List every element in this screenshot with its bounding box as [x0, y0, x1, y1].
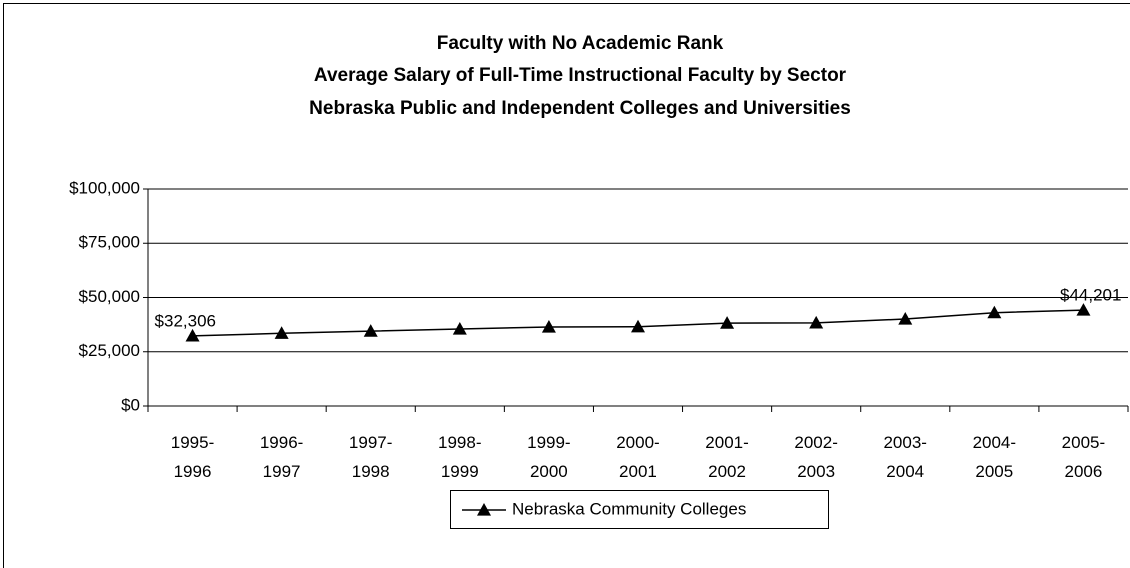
marker [185, 328, 200, 342]
frame [3, 3, 1130, 568]
data-label: $44,201 [1060, 286, 1121, 305]
x-tick-label: 2003- 2004 [883, 433, 927, 481]
chart-subtitle: Average Salary of Full-Time Instructiona… [314, 65, 847, 86]
legend-label: Nebraska Community Colleges [512, 499, 746, 518]
marker [274, 326, 289, 339]
marker [631, 319, 645, 333]
data-label: $32,306 [155, 311, 216, 330]
y-tick-label: $100,000 [69, 178, 140, 197]
marker [809, 315, 824, 329]
y-tick-label: $50,000 [79, 287, 140, 306]
marker [363, 324, 378, 337]
marker [720, 316, 735, 329]
x-tick-label: 2005- 2006 [1061, 433, 1106, 481]
chart-subtitle: Nebraska Public and Independent Colleges… [309, 98, 851, 119]
x-tick-label: 1999- 2000 [527, 433, 571, 481]
y-tick-label: $75,000 [79, 233, 140, 252]
marker [1076, 303, 1091, 316]
marker [452, 321, 467, 335]
marker [541, 320, 556, 333]
legend-box [450, 490, 829, 529]
x-tick-label: 1998- 1999 [438, 433, 482, 481]
x-tick-label: 2001- 2002 [705, 433, 749, 481]
marker [987, 305, 1002, 319]
x-tick-label: 2004- 2005 [972, 433, 1017, 481]
x-tick-label: 2000- 2001 [616, 433, 660, 481]
x-tick-label: 1997- 1998 [348, 433, 393, 481]
legend-marker [477, 503, 491, 516]
chart-title: Faculty with No Academic Rank [437, 33, 724, 54]
y-tick-label: $0 [121, 395, 140, 414]
marker [898, 311, 913, 325]
x-tick-label: 2002- 2003 [794, 433, 838, 481]
x-tick-label: 1995- 1996 [170, 433, 215, 481]
x-tick-label: 1996- 1997 [259, 433, 304, 481]
y-tick-label: $25,000 [79, 341, 140, 360]
